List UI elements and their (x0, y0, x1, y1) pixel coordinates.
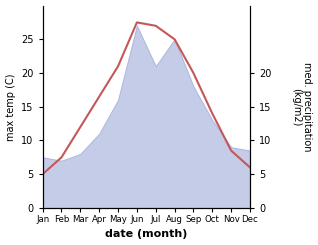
Y-axis label: max temp (C): max temp (C) (5, 73, 16, 140)
Y-axis label: med. precipitation
(kg/m2): med. precipitation (kg/m2) (291, 62, 313, 151)
X-axis label: date (month): date (month) (105, 230, 188, 239)
